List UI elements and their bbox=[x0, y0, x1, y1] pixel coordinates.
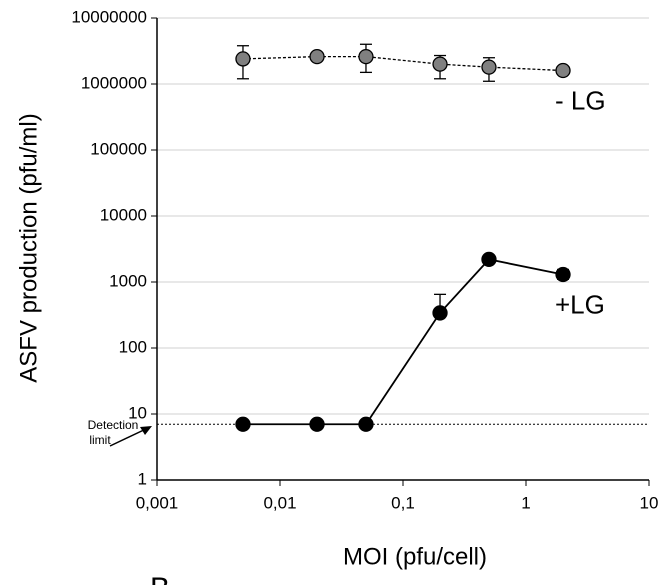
series-line bbox=[242, 55, 564, 72]
x-tick-label: 1 bbox=[521, 493, 530, 512]
series-line bbox=[242, 258, 564, 426]
series-label: +LG bbox=[555, 289, 605, 319]
data-point bbox=[481, 251, 497, 268]
data-point bbox=[358, 416, 374, 432]
data-point bbox=[235, 51, 251, 67]
x-axis-label: MOI (pfu/cell) bbox=[343, 543, 487, 570]
reference-arrowhead bbox=[140, 426, 152, 435]
data-point bbox=[235, 416, 251, 432]
data-point bbox=[555, 266, 571, 283]
y-axis-label: ASFV production (pfu/ml) bbox=[15, 113, 42, 382]
data-point bbox=[432, 56, 448, 72]
x-tick-label: 10 bbox=[640, 493, 659, 512]
data-point bbox=[432, 305, 448, 321]
y-tick-label: 1000 bbox=[109, 271, 147, 290]
y-tick-label: 10000000 bbox=[71, 7, 147, 26]
y-tick-label: 10000 bbox=[100, 205, 147, 224]
data-point bbox=[555, 62, 571, 79]
y-tick-label: 1000000 bbox=[81, 73, 147, 92]
series-label: - LG bbox=[555, 85, 606, 115]
x-tick-label: 0,1 bbox=[391, 493, 415, 512]
data-point bbox=[309, 416, 325, 432]
x-tick-label: 0,01 bbox=[263, 493, 296, 512]
data-point bbox=[309, 48, 325, 65]
panel-label: B bbox=[150, 572, 170, 585]
y-tick-label: 10 bbox=[128, 403, 147, 422]
y-tick-label: 100000 bbox=[90, 139, 147, 158]
reference-label: Detection limit bbox=[88, 418, 139, 447]
y-tick-label: 1 bbox=[138, 469, 147, 488]
y-tick-label: 100 bbox=[119, 337, 147, 356]
reference-arrow bbox=[109, 427, 149, 447]
data-point bbox=[358, 48, 374, 65]
data-point bbox=[481, 59, 497, 75]
x-tick-label: 0,001 bbox=[136, 493, 179, 512]
